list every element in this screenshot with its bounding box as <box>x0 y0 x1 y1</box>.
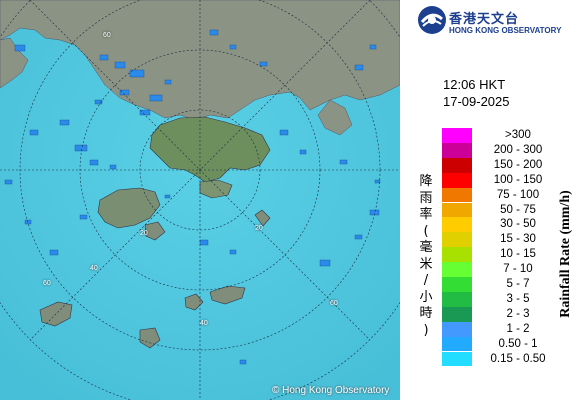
radar-date: 17-09-2025 <box>443 94 510 109</box>
ring-label: 60 <box>103 32 111 39</box>
legend-range-label: 1 - 2 <box>506 322 530 335</box>
ring-label: 40 <box>90 265 98 272</box>
legend-range-label: 75 - 100 <box>496 188 540 201</box>
legend-item: 75 - 100 <box>442 187 572 203</box>
peninsula-east <box>317 99 353 136</box>
legend-swatch <box>442 291 472 307</box>
legend-range-label: 2 - 3 <box>506 307 530 320</box>
island-small-1 <box>209 285 246 305</box>
legend-range-label: 3 - 5 <box>506 292 530 305</box>
radar-map[interactable]: 60 60 40 20 20 40 60 © Hong Kong Observa… <box>0 0 400 400</box>
legend-swatch <box>442 187 472 203</box>
legend-item: 10 - 15 <box>442 247 572 263</box>
legend-swatch <box>442 142 472 158</box>
legend-item: 30 - 50 <box>442 217 572 233</box>
hko-logo-icon <box>418 6 446 34</box>
legend-range-label: 0.50 - 1 <box>498 337 538 350</box>
radar-time: 12:06 HKT <box>443 77 506 92</box>
ring-label: 20 <box>255 225 263 232</box>
legend-swatch <box>442 336 472 352</box>
legend-swatch <box>442 217 472 233</box>
legend-swatch <box>442 157 472 173</box>
ring-label: 60 <box>330 300 338 307</box>
legend-swatch <box>442 351 472 367</box>
legend-item: 200 - 300 <box>442 142 572 158</box>
legend-item: 2 - 3 <box>442 306 572 322</box>
legend-swatch <box>442 172 472 188</box>
legend-item: 1 - 2 <box>442 321 572 337</box>
legend-item: 3 - 5 <box>442 291 572 307</box>
legend-range-label: 10 - 15 <box>500 248 536 261</box>
legend-range-label: 200 - 300 <box>493 143 543 156</box>
mainland-west <box>0 37 29 89</box>
legend-item: 150 - 200 <box>442 157 572 173</box>
legend-range-label: 50 - 75 <box>500 203 536 216</box>
logo-chinese-name: 香港天文台 <box>449 12 520 27</box>
logo-english-name: HONG KONG OBSERVATORY <box>449 26 562 35</box>
ring-label: 60 <box>43 280 51 287</box>
legend-item: 7 - 10 <box>442 262 572 277</box>
legend-title-chinese: 降 雨 率 ( 毫 米 / 小 時 ) <box>419 174 433 338</box>
legend-item: 5 - 7 <box>442 277 572 292</box>
legend-range-label: >300 <box>505 129 531 141</box>
ring-label: 40 <box>200 320 208 327</box>
legend-item: 0.15 - 0.50 <box>442 351 572 367</box>
island-small-6 <box>254 209 271 227</box>
hko-logo[interactable]: 香港天文台 HONG KONG OBSERVATORY <box>417 5 577 37</box>
legend-range-label: 7 - 10 <box>503 263 533 276</box>
legend-range-label: 15 - 30 <box>500 233 536 246</box>
lantau-island <box>97 187 161 229</box>
legend-item: 50 - 75 <box>442 202 572 218</box>
radar-image <box>0 0 400 400</box>
legend-range-label: 30 - 50 <box>500 218 536 231</box>
range-rings <box>0 0 400 400</box>
legend-range-label: 0.15 - 0.50 <box>490 352 546 365</box>
legend-swatch <box>442 277 472 292</box>
island-small-5 <box>144 221 166 241</box>
legend-swatch <box>442 128 472 143</box>
legend-swatch <box>442 232 472 248</box>
ring-label: 20 <box>140 230 148 237</box>
legend-swatch <box>442 247 472 263</box>
legend-item: 0.50 - 1 <box>442 336 572 352</box>
legend-title-english: Rainfall Rate (mm/h) <box>558 190 573 318</box>
legend-item: >300 <box>442 128 572 143</box>
legend-swatch <box>442 202 472 218</box>
legend-swatch <box>442 306 472 322</box>
legend-range-label: 5 - 7 <box>506 278 530 290</box>
legend-swatch <box>442 262 472 277</box>
copyright-text: © Hong Kong Observatory <box>272 385 390 396</box>
island-small-2 <box>184 293 204 311</box>
hong-kong-land <box>149 116 271 183</box>
legend-range-label: 100 - 150 <box>493 173 543 186</box>
rain-echoes <box>4 29 381 365</box>
legend-item: 100 - 150 <box>442 172 572 188</box>
legend-swatch <box>442 321 472 337</box>
legend-item: 15 - 30 <box>442 232 572 248</box>
legend-panel: 香港天文台 HONG KONG OBSERVATORY 12:06 HKT 17… <box>400 0 577 400</box>
legend-range-label: 150 - 200 <box>493 158 543 171</box>
